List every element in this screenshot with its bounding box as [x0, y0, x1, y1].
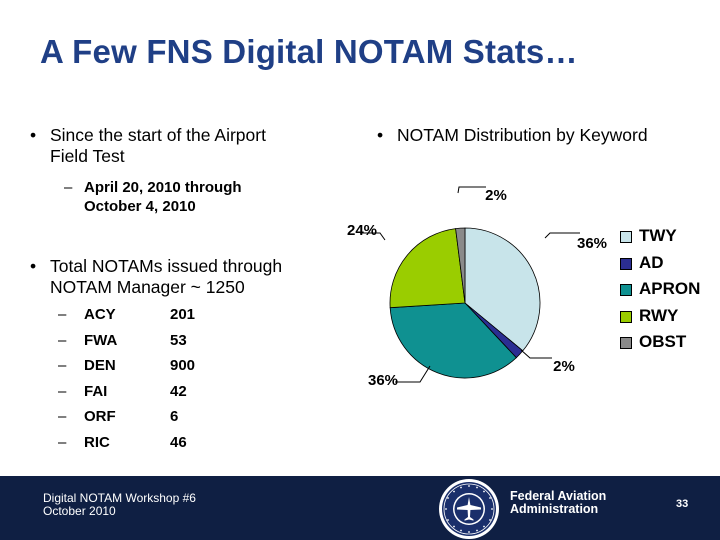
leader-line-rwy — [360, 232, 386, 241]
airport-code: ACY — [84, 306, 116, 323]
pie-slice-apron — [389, 302, 517, 379]
list-dash: – — [58, 408, 67, 425]
airport-notam-count: 201 — [170, 306, 196, 323]
legend-swatch — [620, 284, 632, 296]
list-dash: – — [58, 306, 67, 323]
leader-line-apron — [395, 365, 431, 383]
slide-number: 33 — [676, 498, 689, 510]
workshop-name: Digital NOTAM Workshop #6 — [43, 491, 196, 505]
airport-notam-count: 42 — [170, 382, 187, 400]
slide-title: A Few FNS Digital NOTAM Stats… — [40, 33, 578, 70]
bullet-dot: • — [30, 256, 37, 276]
data-label-twy: 36% — [577, 235, 607, 252]
legend-swatch — [620, 337, 632, 349]
legend-label: RWY — [639, 305, 679, 325]
bullet-text-line: Since the start of the Airport — [50, 125, 266, 145]
airport-code: FWA — [84, 331, 118, 349]
legend-swatch — [620, 310, 632, 323]
bullet-text-line: Field Test — [50, 146, 125, 166]
data-label-obst: 2% — [485, 187, 507, 204]
sub-bullet-text-line: October 4, 2010 — [84, 198, 196, 215]
airport-code: RIC — [84, 433, 110, 451]
pie-slice-rwy — [389, 228, 466, 309]
slide-footer: Digital NOTAM Workshop #6 October 2010 F… — [0, 476, 720, 540]
airport-notam-count: 46 — [170, 433, 187, 451]
faa-name-line: Administration — [510, 502, 599, 516]
workshop-info: Digital NOTAM Workshop #6 October 2010 — [43, 492, 196, 518]
airport-notam-count: 900 — [170, 357, 196, 374]
legend-label: AD — [639, 252, 664, 272]
list-dash: – — [58, 357, 67, 374]
legend-swatch — [620, 231, 632, 243]
bullet-text-line: NOTAM Distribution by Keyword — [397, 125, 648, 145]
list-dash: – — [58, 382, 67, 400]
list-dash: – — [58, 433, 67, 451]
sub-bullet-text-line: April 20, 2010 through — [84, 179, 242, 196]
airport-code: ORF — [84, 408, 116, 425]
airport-notam-count: 53 — [170, 331, 187, 349]
airport-code: DEN — [84, 357, 116, 374]
bullet-notam-distribution: • NOTAM Distribution by Keyword — [377, 125, 648, 146]
faa-name-line: Federal Aviation — [510, 489, 607, 503]
pie-slice-twy — [464, 227, 541, 352]
legend-swatch — [620, 257, 632, 270]
data-label-rwy: 24% — [347, 222, 377, 239]
pie-slice-obst — [455, 227, 466, 304]
leader-line-ad — [520, 349, 552, 359]
faa-name: Federal Aviation Administration — [510, 490, 606, 516]
legend-label: TWY — [639, 226, 677, 245]
bullet-text-line: Total NOTAMs issued through — [50, 256, 283, 276]
faa-seal-icon — [439, 479, 499, 539]
keyword-pie-chart: 36% 2% 36% 24% 2% — [347, 186, 607, 389]
sub-bullet-dash: – — [64, 179, 73, 196]
legend-label: OBST — [639, 332, 687, 351]
data-label-apron: 36% — [368, 372, 398, 389]
airport-notam-count: 6 — [170, 408, 179, 425]
sub-bullet-date-range: – April 20, 2010 through October 4, 2010 — [64, 178, 242, 216]
bullet-total-notams: • Total NOTAMs issued through NOTAM Mana… — [30, 256, 283, 298]
list-dash: – — [58, 331, 67, 349]
bullet-dot: • — [30, 125, 37, 145]
data-label-ad: 2% — [553, 358, 575, 375]
leader-line-twy — [544, 232, 580, 239]
legend-label: APRON — [639, 279, 701, 298]
bullet-airport-field-test: • Since the start of the Airport Field T… — [30, 125, 266, 167]
workshop-date: October 2010 — [43, 504, 116, 518]
bullet-text-line: NOTAM Manager ~ 1250 — [50, 277, 245, 297]
bullet-dot: • — [377, 125, 384, 145]
leader-line-obst — [457, 186, 486, 194]
airport-code: FAI — [84, 382, 108, 400]
